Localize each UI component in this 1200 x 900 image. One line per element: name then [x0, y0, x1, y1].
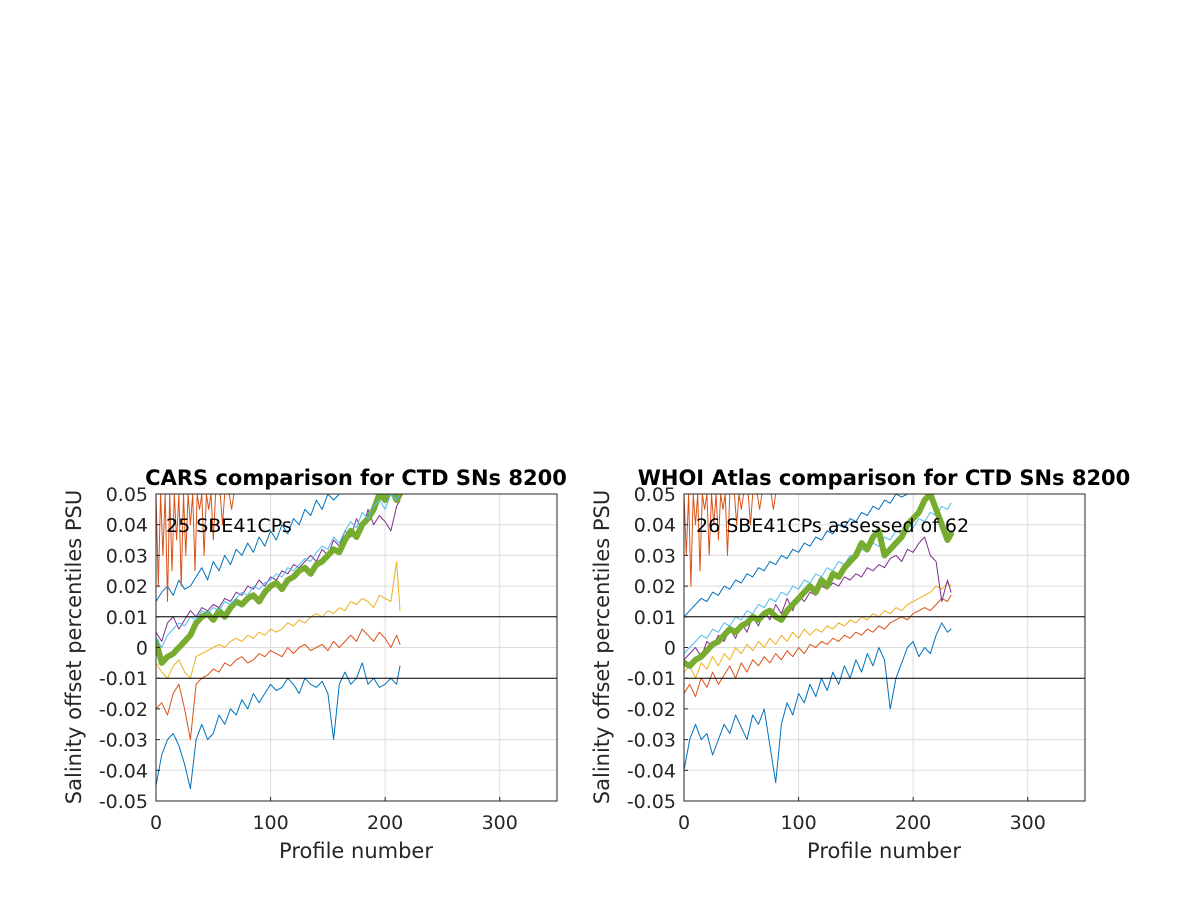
x-axis-label: Profile number	[807, 839, 961, 863]
x-tick-label: 300	[1010, 812, 1046, 834]
y-tick-label: 0.03	[634, 545, 676, 567]
y-tick-label: 0.02	[634, 576, 676, 598]
series-line-8	[684, 494, 793, 587]
series-group	[156, 494, 403, 790]
y-tick-label: 0.01	[106, 607, 148, 629]
y-tick-label: -0.04	[627, 760, 676, 782]
series-line-3	[156, 561, 401, 679]
x-tick-label: 200	[367, 812, 403, 834]
y-tick-label: -0.02	[627, 699, 676, 721]
series-line-2	[684, 594, 952, 698]
float-count-annotation: 25 SBE41CPs	[166, 515, 292, 537]
y-tick-label: -0.01	[627, 668, 676, 690]
series-line-2	[156, 628, 401, 741]
y-tick-label: -0.03	[99, 730, 148, 752]
y-tick-label: -0.05	[627, 791, 676, 813]
y-axis-label: Salinity offset percentiles PSU	[590, 490, 614, 804]
x-tick-label: 100	[252, 812, 288, 834]
y-tick-label: 0	[664, 638, 676, 660]
y-tick-label: -0.01	[99, 668, 148, 690]
x-axis-label: Profile number	[279, 839, 433, 863]
series-line-1	[156, 662, 401, 790]
series-line-5	[156, 494, 403, 666]
whoi-atlas-comparison-panel: 0 100 200 300 -0.05 -0.04 -0.03 -0.02 -0.01 0 0.01…	[590, 466, 1130, 863]
series-line-7	[684, 494, 931, 618]
y-tick-label: 0.04	[634, 515, 676, 537]
x-tick-label: 100	[780, 812, 816, 834]
series-line-7	[156, 494, 401, 602]
series-line-6	[684, 494, 954, 669]
y-tick-label: 0.02	[106, 576, 148, 598]
chart-title: CARS comparison for CTD SNs 8200	[145, 466, 567, 490]
x-tick-label: 300	[482, 812, 518, 834]
x-tick-label: 0	[678, 812, 690, 834]
y-tick-label: -0.04	[99, 760, 148, 782]
series-group	[684, 494, 954, 784]
series-line-3	[684, 582, 952, 679]
series-line-8	[156, 494, 249, 602]
y-tick-label: 0.01	[634, 607, 676, 629]
series-line-6	[156, 494, 401, 648]
y-tick-label: -0.03	[627, 730, 676, 752]
y-tick-label: 0.03	[106, 545, 148, 567]
y-tick-label: -0.02	[99, 699, 148, 721]
x-tick-label: 200	[895, 812, 931, 834]
y-tick-label: 0.05	[634, 484, 676, 506]
y-axis-label: Salinity offset percentiles PSU	[62, 490, 86, 804]
y-tick-label: 0	[136, 638, 148, 660]
series-line-1	[684, 622, 952, 784]
y-tick-label: -0.05	[99, 791, 148, 813]
float-count-annotation: 26 SBE41CPs assessed of 62	[696, 515, 969, 537]
y-tick-label: 0.04	[106, 515, 148, 537]
x-tick-label: 0	[150, 812, 162, 834]
y-tick-label: 0.05	[106, 484, 148, 506]
cars-comparison-panel: 0 100 200 300 -0.05 -0.04 -0.03 -0.02 -0.01 0 0.01…	[62, 466, 567, 863]
chart-title: WHOI Atlas comparison for CTD SNs 8200	[638, 466, 1131, 490]
